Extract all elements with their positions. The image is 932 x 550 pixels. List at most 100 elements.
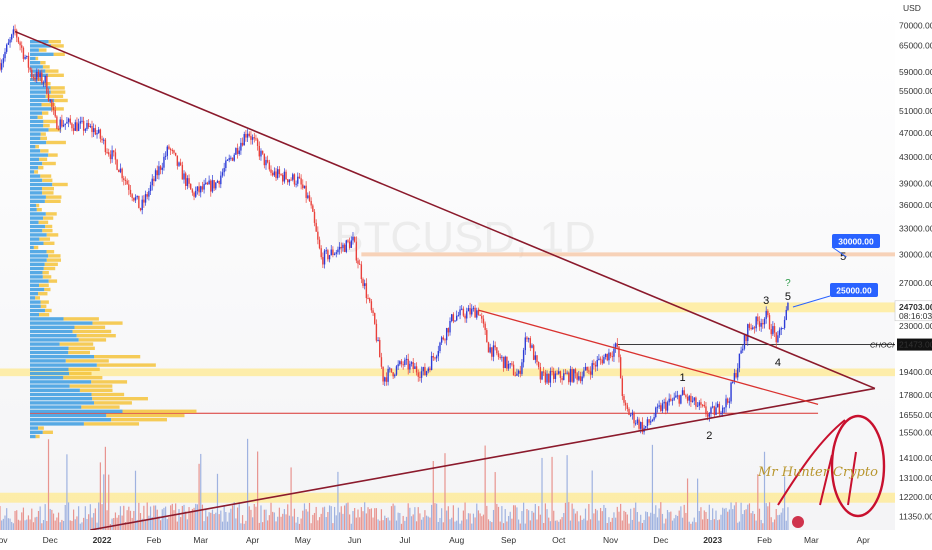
candle-body (680, 394, 682, 404)
candle-body (7, 42, 10, 45)
candle-body (711, 406, 714, 408)
profile-bar-yellow (35, 296, 41, 300)
candle-body (420, 371, 423, 378)
volume-bar (681, 517, 684, 530)
price-axis[interactable]: USD 70000.00 65000.00 59000.00 55000.00 51000… (894, 0, 932, 550)
time-tick-label: Aug (449, 535, 464, 545)
candle-body (101, 138, 103, 141)
candle-body (343, 244, 346, 252)
candle-body (377, 340, 379, 342)
candle-body (640, 422, 642, 429)
profile-bar-blue (30, 392, 92, 397)
candle-body (721, 407, 724, 414)
candle-body (409, 363, 411, 370)
candle-body (94, 128, 97, 135)
candle-body (96, 132, 98, 135)
candle-body (0, 62, 1, 70)
time-tick-label: 2023 (703, 535, 722, 545)
volume-bar (101, 504, 103, 530)
volume-bar (223, 505, 225, 530)
volume-bar (517, 519, 520, 530)
profile-bar-yellow (38, 426, 44, 430)
volume-bar (394, 505, 396, 530)
candle-body (445, 328, 448, 341)
candle-body (765, 310, 767, 319)
volume-bar (579, 515, 582, 530)
volume-bar (459, 523, 461, 530)
price-tick-label: 17800.00 (899, 390, 932, 400)
volume-bar (248, 506, 250, 530)
profile-bar-yellow (74, 325, 106, 329)
volume-bar (6, 508, 8, 530)
time-tick-label: 2022 (93, 535, 112, 545)
candle-body (84, 129, 87, 131)
profile-bar-blue (30, 178, 43, 182)
profile-bar-blue (30, 61, 41, 65)
volume-bar (34, 517, 36, 530)
profile-bar-yellow (122, 409, 197, 413)
candle-body (429, 368, 431, 371)
candle-body (89, 126, 92, 128)
volume-bar (738, 521, 741, 530)
profile-bar-yellow (83, 422, 140, 426)
candle-body (491, 347, 493, 357)
candle-body (603, 357, 605, 364)
volume-bar (608, 517, 610, 530)
profile-bar-blue (30, 65, 43, 69)
candle-body (621, 378, 624, 397)
volume-bar (528, 510, 530, 530)
volume-bar (198, 463, 200, 530)
volume-bar (700, 507, 702, 530)
volume-bar (313, 512, 316, 530)
volume-bar (447, 506, 449, 530)
candle-body (11, 34, 13, 40)
volume-bar (571, 503, 573, 530)
volume-bar (546, 509, 548, 530)
candle-body (539, 367, 542, 380)
candle-body (755, 316, 757, 329)
candle-body (598, 358, 600, 360)
candle-body (275, 171, 277, 178)
profile-bar-blue (30, 237, 40, 241)
volume-bar (201, 504, 204, 530)
candle-body (479, 314, 481, 316)
volume-bar (238, 502, 240, 530)
volume-bar (103, 474, 105, 530)
volume-bar (780, 512, 782, 530)
candle-body (280, 174, 282, 176)
candle-body (205, 182, 207, 184)
profile-bar-yellow (50, 86, 65, 90)
volume-bar (230, 508, 232, 530)
volume-bar (594, 508, 597, 530)
profile-bar-blue (30, 124, 44, 128)
candle-body (623, 396, 625, 403)
profile-bar-yellow (43, 124, 50, 128)
volume-bar (292, 516, 294, 530)
volume-bar (412, 514, 414, 530)
volume-bar (472, 513, 475, 530)
volume-bar (27, 515, 30, 530)
profile-bar-blue (30, 321, 93, 325)
volume-bar (365, 513, 367, 530)
profile-bar-yellow (111, 418, 167, 422)
volume-bar (333, 506, 336, 530)
volume-bar (303, 503, 306, 530)
candle-body (686, 396, 689, 401)
time-axis[interactable]: Nov Dec 2022 Feb Mar Apr May Jun Jul Aug Sep Oct Nov… (0, 530, 932, 550)
candle-body (514, 375, 516, 377)
candle-body (469, 308, 471, 315)
volume-bar (144, 519, 147, 530)
volume-bar (134, 470, 137, 530)
profile-bar-blue (30, 128, 49, 132)
volume-bar (538, 506, 540, 530)
candle-body (763, 318, 766, 325)
price-tick-label: 23000.00 (899, 321, 932, 331)
candle-body (636, 419, 639, 424)
candle-body (218, 181, 220, 185)
volume-bar (161, 509, 163, 530)
time-tick-label: Nov (0, 535, 8, 545)
profile-bar-yellow (36, 203, 40, 208)
profile-bar-blue (30, 187, 42, 191)
volume-bar (425, 515, 428, 530)
